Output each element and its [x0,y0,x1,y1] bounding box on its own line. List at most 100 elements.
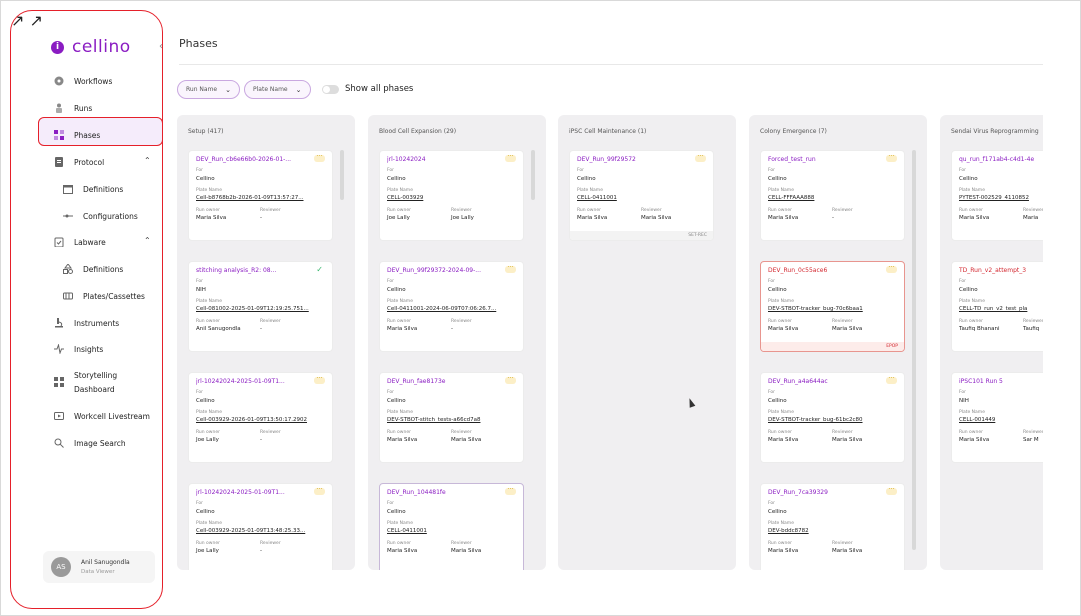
plate-name-link[interactable]: Cell-b8768b2b-2026-01-09T13:57:27... [196,195,304,201]
sidebar-item-runs[interactable]: Runs [54,101,92,115]
phase-card[interactable]: DEV_Run_a4a644ac ··· For Cellino Plate Name D… [760,372,905,463]
phase-card[interactable]: DEV_Run_0c55ace6 ··· For Cellino Plate Name D… [760,261,905,352]
plate-name-label: Plate Name [196,410,222,415]
run-name-link[interactable]: TD_Run_v2_attempt_3 [959,267,1027,274]
phase-card[interactable]: DEV_Run_cb6e66b0-2026-01-... ··· For Cellin… [188,150,333,241]
more-options-icon[interactable]: ··· [695,154,706,162]
run-name-link[interactable]: Forced_test_run [768,156,816,163]
run-name-link[interactable]: jrl-10242024 [387,156,426,163]
sidebar-item-image-search[interactable]: Image Search [54,436,126,450]
phase-card[interactable]: DEV_Run_99f29572 ··· For Cellino Plate Name C… [569,150,714,241]
for-label: For [959,279,967,284]
plate-name-link[interactable]: CELL-001449 [959,417,996,423]
phase-card[interactable]: jrl-10242024-2025-01-09T1... ··· For Cellin… [188,372,333,463]
plate-name-link[interactable]: DEV-STBOT-tracker_bug-61bc2c80 [768,417,863,423]
run-owner-label: Run owner [768,541,792,546]
sidebar-item-workflows[interactable]: Workflows [54,74,112,88]
column-scrollbar[interactable] [340,150,344,200]
phase-column-title: Setup (417) [188,128,224,135]
run-name-link[interactable]: DEV_Run_0c55ace6 [768,267,828,274]
sidebar-subitem-labware-definitions[interactable]: Definitions [63,262,123,276]
external-link-icon[interactable]: ↗ [29,11,43,30]
sidebar-subitem-plates-cassettes[interactable]: Plates/Cassettes [63,289,145,303]
sidebar-item-label: Insights [74,344,104,354]
for-label: For [768,390,776,395]
run-name-link[interactable]: jrl-10242024-2025-01-09T1... [196,489,285,496]
chevron-up-icon[interactable]: ⌃ [144,156,151,165]
more-options-icon[interactable]: ··· [314,376,325,384]
chevron-up-icon[interactable]: ⌃ [144,236,151,245]
external-link-icon[interactable]: ↗ [11,11,25,30]
avatar: AS [51,557,71,577]
check-icon: ✓ [316,265,323,274]
collapse-sidebar-icon[interactable]: ‹ [159,41,163,52]
sidebar-item-protocol[interactable]: Protocol [54,155,104,169]
run-name-link[interactable]: iPSC101 Run 5 [959,378,1003,385]
sidebar-item-phases[interactable]: Phases [54,128,100,142]
run-name-link[interactable]: DEV_Run_99f29572 [577,156,636,163]
plate-name-link[interactable]: DEV-STBOT-stitch_tests-a66cd7a8 [387,417,481,423]
plate-name-link[interactable]: DEV-bddc8782 [768,528,809,534]
more-options-icon[interactable]: ··· [886,487,897,495]
more-options-icon[interactable]: ··· [314,487,325,495]
more-options-icon[interactable]: ··· [505,265,516,273]
phase-card[interactable]: jrl-10242024-2025-01-09T1... ··· For Cellin… [188,483,333,570]
phase-card[interactable]: DEV_Run_7ca39329 ··· For Cellino Plate Name D… [760,483,905,570]
more-options-icon[interactable]: ··· [886,265,897,273]
phase-card[interactable]: jrl-10242024 ··· For Cellino Plate Name CELL-… [379,150,524,241]
more-options-icon[interactable]: ··· [886,376,897,384]
plate-name-link[interactable]: PYTEST-002529_4110852 [959,195,1029,201]
plate-name-link[interactable]: CELL-0411001 [387,528,427,534]
phase-card[interactable]: qu_run_f171ab4-c4d1-4e For Cellino Plate Na… [951,150,1043,241]
user-profile[interactable]: AS Anil Sanugondla Data Viewer [43,551,155,583]
reviewer-value: - [260,326,262,332]
sidebar-item-insights[interactable]: Insights [54,342,103,356]
phase-card[interactable]: DEV_Run_fae8173e ··· For Cellino Plate Name D… [379,372,524,463]
phase-card[interactable]: TD_Run_v2_attempt_3 For Cellino Plate Name C… [951,261,1043,352]
phase-card[interactable]: DEV_Run_99f29372-2024-09-... ··· For Cellin… [379,261,524,352]
plate-name-filter[interactable]: Plate Name ⌄ [244,80,311,99]
phase-card[interactable]: iPSC101 Run 5 For NIH Plate Name CELL-001449… [951,372,1043,463]
reviewer-label: Reviewer [1023,208,1043,213]
plate-name-link[interactable]: CELL-0411001 [577,195,617,201]
phase-card[interactable]: Forced_test_run ··· For Cellino Plate Name CE… [760,150,905,241]
sidebar-subitem-configurations[interactable]: Configurations [63,209,138,223]
run-name-link[interactable]: jrl-10242024-2025-01-09T1... [196,378,285,385]
run-name-link[interactable]: DEV_Run_cb6e66b0-2026-01-... [196,156,292,163]
plate-name-link[interactable]: CELL-FFFAAA888 [768,195,815,201]
show-all-phases-toggle[interactable] [322,85,339,94]
plate-name-link[interactable]: Cell-0411001-2024-06-09T07:06:26.7... [387,306,497,312]
run-name-link[interactable]: qu_run_f171ab4-c4d1-4e [959,156,1035,163]
plate-name-link[interactable]: CELL-TD_run_v2_test_pla [959,306,1028,312]
card-status-bar: SET-REC [570,231,713,240]
plate-name-link[interactable]: DEV-STBOT-tracker_bug-70c6baa1 [768,306,863,312]
plate-name-link[interactable]: Cell-081002-2025-01-09T12:19:25.751... [196,306,309,312]
run-name-link[interactable]: DEV_Run_99f29372-2024-09-... [387,267,481,274]
more-options-icon[interactable]: ··· [505,376,516,384]
sidebar-item-instruments[interactable]: Instruments [54,316,119,330]
cellino-logo[interactable]: i cellino [51,37,131,57]
run-name-filter[interactable]: Run Name ⌄ [177,80,240,99]
run-name-link[interactable]: DEV_Run_fae8173e [387,378,446,385]
plate-name-link[interactable]: CELL-003929 [387,195,424,201]
sidebar-item-storytelling-dashboard[interactable]: Storytelling Dashboard [54,369,117,397]
phase-card[interactable]: stitching analysis_R2: 08... ✓ For NIH Plate… [188,261,333,352]
column-scrollbar[interactable] [531,150,535,200]
run-name-link[interactable]: DEV_Run_104481fe [387,489,446,496]
plate-name-link[interactable]: Cell-003929-2025-01-09T13:48:25.33... [196,528,306,534]
sidebar-subitem-protocol-definitions[interactable]: Definitions [63,182,123,196]
sidebar-item-workcell-livestream[interactable]: Workcell Livestream [54,409,150,423]
more-options-icon[interactable]: ··· [886,154,897,162]
more-options-icon[interactable]: ··· [505,487,516,495]
phase-card[interactable]: DEV_Run_104481fe ··· For Cellino Plate Name C… [379,483,524,570]
plate-name-label: Plate Name [387,521,413,526]
plate-name-link[interactable]: Cell-003929-2026-01-09T13:50:17.2902 [196,417,308,423]
column-scrollbar[interactable] [912,150,916,550]
run-name-link[interactable]: DEV_Run_a4a644ac [768,378,828,385]
sidebar-item-labware[interactable]: Labware [54,235,106,249]
run-name-link[interactable]: stitching analysis_R2: 08... [196,267,277,274]
more-options-icon[interactable]: ··· [505,154,516,162]
cellino-logo-icon: i [51,40,64,54]
run-name-link[interactable]: DEV_Run_7ca39329 [768,489,828,496]
more-options-icon[interactable]: ··· [314,154,325,162]
